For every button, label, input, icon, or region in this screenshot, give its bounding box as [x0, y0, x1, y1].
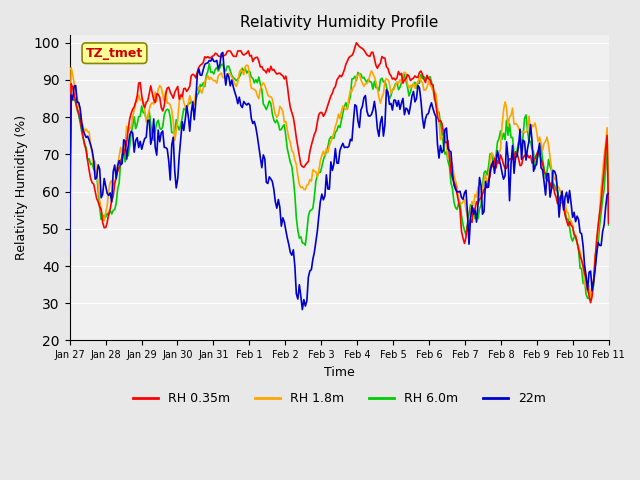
X-axis label: Time: Time	[324, 366, 355, 379]
Legend: RH 0.35m, RH 1.8m, RH 6.0m, 22m: RH 0.35m, RH 1.8m, RH 6.0m, 22m	[127, 387, 551, 410]
Title: Relativity Humidity Profile: Relativity Humidity Profile	[240, 15, 438, 30]
Y-axis label: Relativity Humidity (%): Relativity Humidity (%)	[15, 115, 28, 261]
Text: TZ_tmet: TZ_tmet	[86, 47, 143, 60]
